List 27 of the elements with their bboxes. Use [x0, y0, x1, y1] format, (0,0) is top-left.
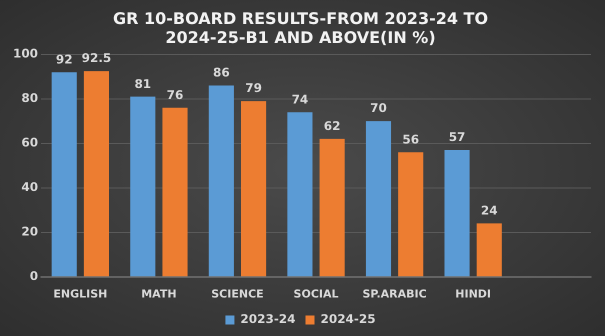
x-tick-label: HINDI [455, 287, 492, 300]
data-label: 57 [448, 130, 466, 144]
x-tick-label: SP.ARABIC [362, 287, 427, 300]
chart-title: GR 10-BOARD RESULTS-FROM 2023-24 TO 2024-25-B1 AND ABOVE(IN %) [112, 8, 488, 47]
data-label: 70 [370, 101, 387, 116]
x-tick-label: SOCIAL [294, 287, 339, 300]
data-label: 79 [245, 81, 262, 96]
y-tick-label: 0 [30, 268, 38, 283]
data-label: 24 [480, 204, 498, 218]
data-label: 76 [166, 88, 184, 102]
data-label: 56 [402, 132, 420, 146]
y-tick-label: 40 [21, 180, 38, 194]
data-label: 86 [213, 66, 230, 80]
x-tick-label: ENGLISH [53, 287, 108, 300]
data-label: 92 [56, 52, 73, 66]
legend-label: 2024-25 [320, 312, 376, 326]
legend-label: 2023-24 [240, 312, 296, 326]
data-label: 92.5 [82, 51, 112, 66]
data-label: 74 [292, 92, 308, 106]
data-label: 81 [134, 76, 152, 91]
y-tick-label: 100 [12, 46, 38, 61]
y-tick-label: 80 [21, 91, 38, 106]
y-tick-label: 20 [21, 224, 38, 238]
x-tick-label: SCIENCE [211, 287, 264, 300]
data-label: 62 [324, 119, 340, 134]
y-tick-label: 60 [21, 135, 38, 150]
x-tick-label: MATH [141, 287, 177, 300]
